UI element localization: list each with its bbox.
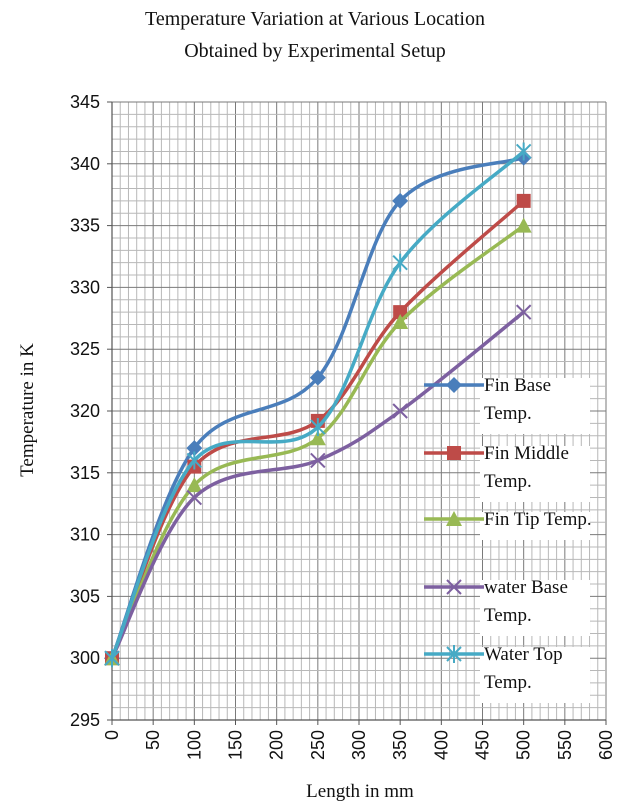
legend-label: Temp. bbox=[484, 605, 532, 626]
x-tick-label: 0 bbox=[102, 730, 122, 740]
legend-item: Water Top Temp. bbox=[424, 644, 590, 703]
x-tick-label: 500 bbox=[514, 730, 534, 760]
x-tick-label: 150 bbox=[226, 730, 246, 760]
legend-label: water Base bbox=[484, 577, 568, 598]
x-tick-label: 550 bbox=[555, 730, 575, 760]
legend-marker bbox=[446, 377, 462, 393]
x-tick-label: 200 bbox=[267, 730, 287, 760]
y-tick-label: 345 bbox=[70, 92, 100, 112]
x-tick-label: 450 bbox=[473, 730, 493, 760]
y-tick-label: 310 bbox=[70, 525, 100, 545]
y-tick-label: 335 bbox=[70, 216, 100, 236]
y-tick-label: 325 bbox=[70, 339, 100, 359]
legend-label: Fin Middle bbox=[484, 443, 569, 464]
y-tick-label: 320 bbox=[70, 401, 100, 421]
x-tick-label: 50 bbox=[143, 730, 163, 750]
y-tick-label: 295 bbox=[70, 710, 100, 730]
y-tick-label: 300 bbox=[70, 648, 100, 668]
data-point-marker bbox=[517, 194, 531, 208]
legend-label: Temp. bbox=[484, 403, 532, 424]
legend-item: water Base Temp. bbox=[424, 577, 590, 636]
legend-label: Water Top bbox=[484, 644, 563, 665]
legend-label: Temp. bbox=[484, 672, 532, 693]
x-tick-label: 600 bbox=[596, 730, 616, 760]
legend-marker bbox=[447, 446, 461, 460]
y-tick-label: 315 bbox=[70, 463, 100, 483]
x-tick-label: 250 bbox=[308, 730, 328, 760]
x-tick-label: 350 bbox=[390, 730, 410, 760]
legend-label: Temp. bbox=[484, 471, 532, 492]
y-tick-label: 305 bbox=[70, 586, 100, 606]
y-tick-label: 330 bbox=[70, 277, 100, 297]
legend-item: Fin Base Temp. bbox=[424, 375, 590, 434]
x-tick-label: 300 bbox=[349, 730, 369, 760]
y-tick-label: 340 bbox=[70, 154, 100, 174]
legend-label: Fin Tip Temp. bbox=[484, 509, 592, 530]
legend-label: Fin Base bbox=[484, 375, 551, 396]
x-tick-label: 400 bbox=[431, 730, 451, 760]
x-axis-label: Length in mm bbox=[306, 781, 414, 802]
x-tick-label: 100 bbox=[184, 730, 204, 760]
y-axis-label: Temperature in K bbox=[17, 343, 38, 477]
